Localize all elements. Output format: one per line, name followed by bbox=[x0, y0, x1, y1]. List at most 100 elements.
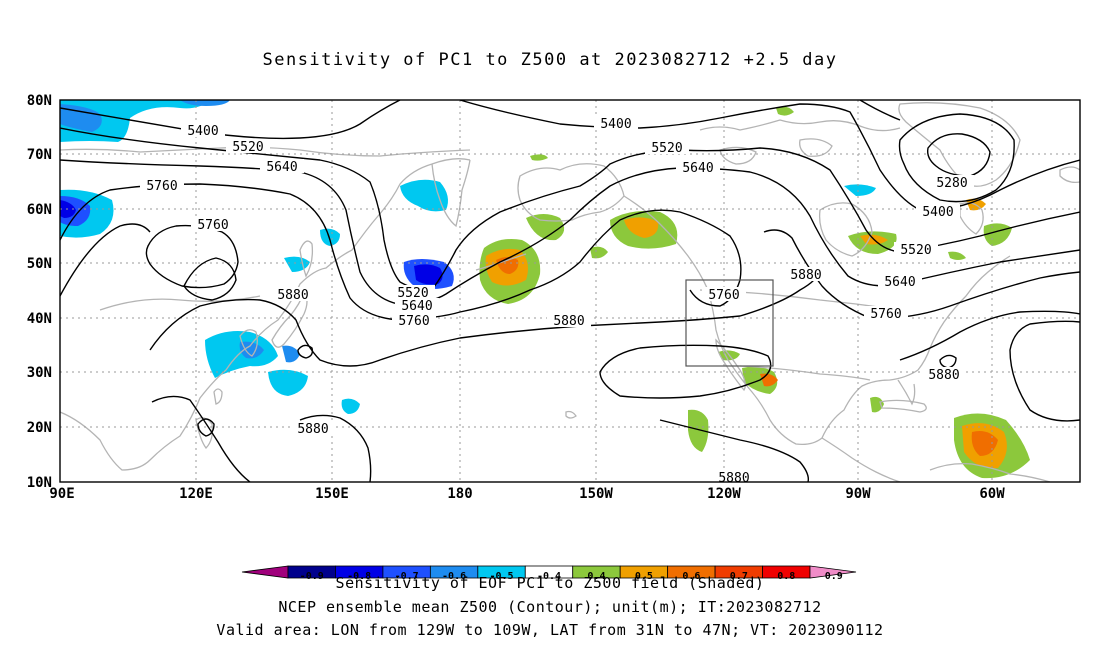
svg-text:5640: 5640 bbox=[266, 160, 297, 175]
contour-5520-a bbox=[60, 127, 1080, 292]
contour-5640-a bbox=[60, 159, 1080, 305]
valid-area-box bbox=[685, 279, 774, 367]
svg-text:5520: 5520 bbox=[900, 243, 931, 258]
coast-iceland bbox=[1059, 166, 1080, 184]
lat-label-60n: 60N bbox=[27, 202, 52, 218]
svg-text:5880: 5880 bbox=[718, 471, 749, 486]
coast-china-border bbox=[99, 295, 261, 311]
shade-neg-pacific-ss bbox=[341, 398, 360, 414]
shade-neg-kamchatka-s bbox=[284, 256, 310, 272]
colorbar-tick-label: -0.7 bbox=[395, 571, 419, 582]
contour-label-5640-4: 5640 bbox=[878, 274, 922, 290]
z500-contours bbox=[60, 100, 1080, 482]
contour-5400-b bbox=[459, 100, 1080, 211]
colorbar-tick-label: -0.6 bbox=[442, 571, 466, 582]
lat-label-70n: 70N bbox=[27, 147, 52, 163]
map-title: Sensitivity of PC1 to Z500 at 2023082712… bbox=[262, 50, 838, 70]
contour-label-5760-2: 5760 bbox=[191, 217, 235, 233]
svg-text:5760: 5760 bbox=[146, 179, 177, 194]
shade-neg-japan bbox=[205, 331, 278, 378]
colorbar-tick-label: -0.4 bbox=[537, 571, 561, 582]
lat-axis-labels: 80N 70N 60N 50N 40N 30N 20N 10N bbox=[27, 93, 52, 491]
coast-borders2 bbox=[739, 365, 871, 381]
contour-label-5400-1: 5400 bbox=[181, 123, 225, 139]
contour-label-5400-3: 5400 bbox=[916, 204, 960, 220]
contour-5880-e bbox=[599, 344, 772, 399]
shade-neg-nw-pacific bbox=[60, 100, 210, 142]
colorbar: -0.9 -0.8 -0.7 -0.6 -0.5 -0.4 0.4 0.5 0.6 0.7 0.8 0… bbox=[241, 565, 857, 582]
contour-label-5400-2: 5400 bbox=[594, 116, 638, 132]
svg-text:5520: 5520 bbox=[232, 140, 263, 155]
colorbar-tick-label: 0.5 bbox=[635, 571, 653, 582]
lat-label-20n: 20N bbox=[27, 420, 52, 436]
colorbar-tick-label: 0.4 bbox=[587, 571, 605, 582]
svg-text:5880: 5880 bbox=[928, 368, 959, 383]
colorbar-tick-label: 0.9 bbox=[825, 571, 843, 582]
coast-korea bbox=[239, 329, 258, 357]
coast-sa-north bbox=[929, 462, 1051, 482]
lon-label-120e: 120E bbox=[179, 486, 213, 502]
svg-text:5280: 5280 bbox=[936, 176, 967, 191]
svg-text:5400: 5400 bbox=[600, 117, 631, 132]
coast-gulf-mexico bbox=[821, 347, 931, 439]
shade-neg-atl-n bbox=[844, 184, 876, 196]
svg-text:5400: 5400 bbox=[187, 124, 218, 139]
svg-text:5880: 5880 bbox=[297, 422, 328, 437]
shade-neg-north bbox=[180, 100, 230, 106]
contour-5400-north bbox=[859, 100, 901, 121]
coastlines bbox=[60, 102, 1080, 482]
lat-label-80n: 80N bbox=[27, 93, 52, 109]
contour-label-5880-4: 5880 bbox=[291, 421, 335, 437]
contour-5760-a bbox=[60, 183, 742, 321]
coast-aleutians bbox=[475, 253, 527, 271]
contour-5880-d bbox=[299, 414, 372, 482]
coast-na-east bbox=[929, 255, 1011, 349]
colorbar-tick-label: 0.8 bbox=[777, 571, 795, 582]
colorbar-tick-label: 0.7 bbox=[730, 571, 748, 582]
lon-label-60w: 60W bbox=[979, 486, 1005, 502]
contour-5880-g bbox=[899, 310, 1080, 361]
coast-sakhalin bbox=[299, 240, 314, 278]
contour-label-5880-2: 5880 bbox=[547, 313, 591, 329]
shade-pos-atl-sub bbox=[870, 396, 884, 413]
shade-neg-pacific-s bbox=[268, 369, 308, 396]
colorbar-tick-label: -0.5 bbox=[489, 571, 513, 582]
contour-label-5520-4: 5520 bbox=[894, 242, 938, 258]
contour-label-5640-3: 5640 bbox=[395, 298, 439, 314]
coast-baja bbox=[715, 338, 746, 392]
svg-text:5880: 5880 bbox=[553, 314, 584, 329]
svg-text:5520: 5520 bbox=[397, 286, 428, 301]
colorbar-extend-high bbox=[809, 565, 857, 579]
lon-label-120w: 120W bbox=[707, 486, 741, 502]
coast-kamchatka bbox=[431, 159, 471, 228]
contour-label-5880-3: 5880 bbox=[784, 267, 828, 283]
svg-text:5640: 5640 bbox=[884, 275, 915, 290]
contour-label-5280: 5280 bbox=[930, 175, 974, 191]
contour-label-5880-1: 5880 bbox=[271, 287, 315, 303]
contour-5400-a bbox=[60, 100, 401, 140]
caption-valid-area: Valid area: LON from 129W to 109W, LAT f… bbox=[216, 621, 884, 639]
contour-5280 bbox=[926, 133, 991, 177]
shade-neg-aleutian-core bbox=[414, 264, 443, 285]
lon-label-150w: 150W bbox=[579, 486, 613, 502]
shade-pos-gulf-ak bbox=[526, 214, 565, 241]
lon-label-180: 180 bbox=[447, 486, 472, 502]
lat-label-40n: 40N bbox=[27, 311, 52, 327]
svg-text:5880: 5880 bbox=[790, 268, 821, 283]
contour-label-5520-3: 5520 bbox=[391, 285, 435, 301]
coast-central-am bbox=[821, 437, 901, 482]
lat-label-30n: 30N bbox=[27, 365, 52, 381]
lat-label-10n: 10N bbox=[27, 475, 52, 491]
coast-philippines bbox=[195, 417, 214, 449]
shade-pos-carib-core bbox=[971, 431, 998, 456]
contour-label-5760-3: 5760 bbox=[392, 313, 436, 329]
shade-pos-pacific-e bbox=[688, 409, 709, 452]
contour-label-5760-1: 5760 bbox=[140, 178, 184, 194]
contour-label-5640-2: 5640 bbox=[676, 160, 720, 176]
lat-label-50n: 50N bbox=[27, 256, 52, 272]
map-frame bbox=[59, 99, 1081, 483]
shade-neg-okhotsk bbox=[320, 228, 340, 246]
coast-greenland bbox=[898, 102, 1021, 187]
sensitivity-shading bbox=[60, 100, 1030, 479]
